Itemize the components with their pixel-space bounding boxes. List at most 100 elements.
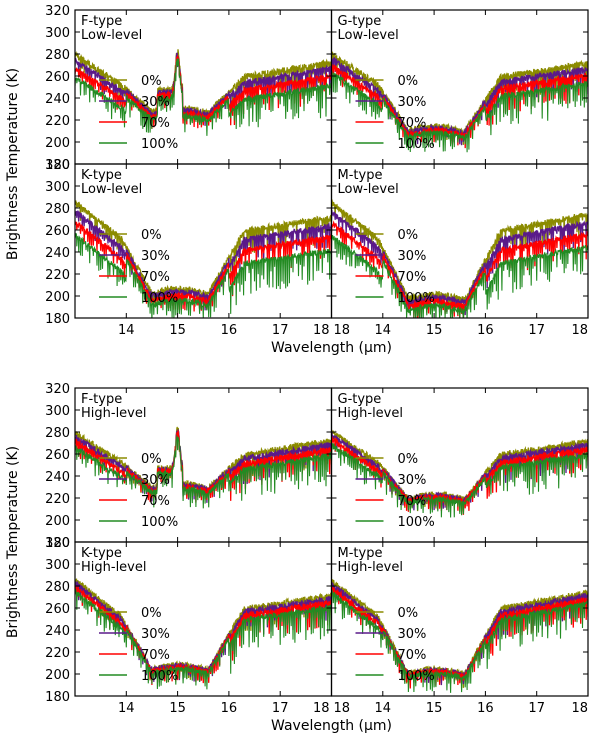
series-line-100pct — [75, 434, 332, 509]
series-group — [75, 578, 332, 690]
y-tick-label: 220 — [45, 114, 70, 129]
panel-frame — [330, 163, 589, 319]
series-line-70pct — [331, 586, 588, 689]
x-tick-label: 18 — [334, 323, 351, 338]
panel-title-level: Low-level — [338, 28, 399, 43]
panel-title-star: M-type — [338, 546, 383, 561]
series-line-100pct — [331, 71, 588, 153]
legend-label: 70% — [398, 116, 427, 131]
legend-label: 100% — [398, 137, 435, 152]
panel-title-star: M-type — [338, 168, 383, 183]
legend-label: 30% — [141, 473, 170, 488]
legend-label: 100% — [141, 137, 178, 152]
series-line-100pct — [331, 590, 588, 693]
x-tick-label: 18 — [313, 323, 330, 338]
series-line-100pct — [75, 587, 332, 690]
y-tick-label: 280 — [45, 426, 70, 441]
y-tick-label: 320 — [45, 536, 70, 551]
legend-label: 30% — [398, 95, 427, 110]
panel-title-level: Low-level — [338, 182, 399, 197]
y-tick-label: 280 — [45, 202, 70, 217]
y-tick-label: 260 — [45, 448, 70, 463]
x-tick-label: 14 — [375, 701, 392, 716]
x-tick-label: 14 — [118, 323, 135, 338]
y-tick-label: 300 — [45, 558, 70, 573]
legend-label: 100% — [141, 669, 178, 684]
y-tick-label: 180 — [45, 690, 70, 705]
legend-label: 100% — [141, 515, 178, 530]
y-tick-label: 200 — [45, 514, 70, 529]
x-tick-label: 17 — [272, 323, 289, 338]
legend-label: 100% — [398, 515, 435, 530]
series-line-70pct — [75, 54, 332, 129]
legend-label: 30% — [398, 627, 427, 642]
y-tick-label: 240 — [45, 470, 70, 485]
legend-label: 30% — [398, 249, 427, 264]
x-tick-label: 18 — [571, 701, 588, 716]
y-tick-label: 260 — [45, 70, 70, 85]
series-group — [75, 200, 332, 318]
series-line-100pct — [331, 442, 588, 518]
x-tick-label: 16 — [221, 323, 238, 338]
legend-label: 30% — [141, 249, 170, 264]
x-tick-label: 14 — [375, 323, 392, 338]
panel-title-level: High-level — [81, 560, 146, 575]
panel-title-star: K-type — [81, 546, 122, 561]
panel-title-level: Low-level — [81, 28, 142, 43]
panel-title-level: High-level — [81, 406, 146, 421]
y-tick-label: 280 — [45, 48, 70, 63]
x-tick-label: 16 — [477, 701, 494, 716]
x-tick-label: 15 — [169, 701, 186, 716]
y-tick-label: 200 — [45, 290, 70, 305]
legend-label: 0% — [141, 74, 162, 89]
y-tick-label: 220 — [45, 492, 70, 507]
y-tick-label: 240 — [45, 624, 70, 639]
series-group — [331, 198, 588, 318]
panel-title-level: High-level — [338, 560, 403, 575]
y-tick-label: 220 — [45, 646, 70, 661]
series-group — [75, 426, 332, 509]
panel-title-star: F-type — [81, 14, 122, 29]
legend-label: 30% — [141, 627, 170, 642]
y-tick-label: 300 — [45, 404, 70, 419]
y-axis-label: Brightness Temperature (K) — [5, 446, 21, 638]
x-tick-label: 15 — [426, 323, 443, 338]
legend-label: 0% — [398, 74, 419, 89]
series-line-30pct — [331, 56, 588, 146]
legend-label: 0% — [141, 228, 162, 243]
legend-label: 0% — [141, 606, 162, 621]
x-tick-label: 17 — [528, 323, 545, 338]
legend-label: 70% — [141, 494, 170, 509]
legend-label: 30% — [141, 95, 170, 110]
series-line-70pct — [75, 585, 332, 686]
series-line-100pct — [331, 234, 588, 318]
y-tick-label: 260 — [45, 602, 70, 617]
x-tick-label: 18 — [334, 701, 351, 716]
panel-title-level: High-level — [338, 406, 403, 421]
y-tick-label: 220 — [45, 268, 70, 283]
panel-title-star: K-type — [81, 168, 122, 183]
y-tick-label: 320 — [45, 4, 70, 19]
y-tick-label: 320 — [45, 382, 70, 397]
legend-label: 100% — [141, 291, 178, 306]
panel-title-level: Low-level — [81, 182, 142, 197]
y-tick-label: 200 — [45, 136, 70, 151]
series-group — [75, 49, 332, 136]
legend-label: 100% — [398, 291, 435, 306]
legend-label: 100% — [398, 669, 435, 684]
series-line-30pct — [331, 581, 588, 686]
y-tick-label: 260 — [45, 224, 70, 239]
y-tick-label: 240 — [45, 92, 70, 107]
x-tick-label: 16 — [477, 323, 494, 338]
legend-label: 70% — [141, 116, 170, 131]
series-line-100pct — [75, 58, 332, 136]
y-tick-label: 300 — [45, 180, 70, 195]
series-line-100pct — [75, 233, 332, 318]
